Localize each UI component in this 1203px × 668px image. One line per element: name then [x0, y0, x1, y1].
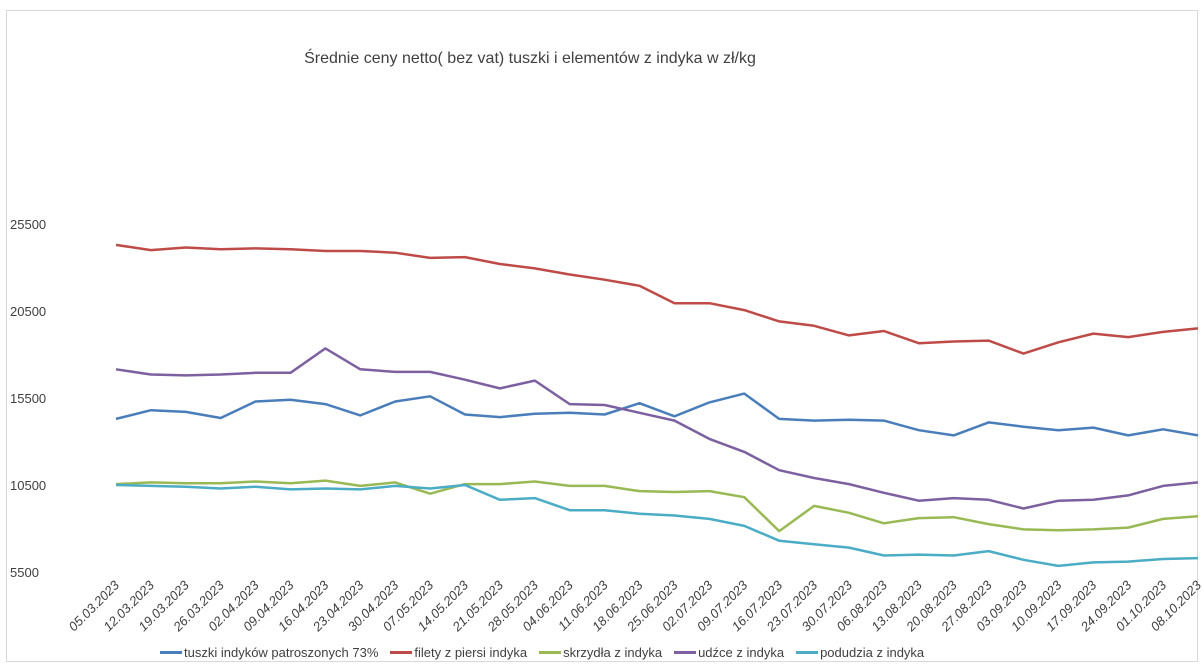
y-tick-label: 5500: [10, 565, 39, 580]
series-line-4: [115, 483, 1199, 568]
series-line-0: [115, 392, 1199, 437]
series-line-3: [115, 347, 1199, 510]
y-tick-label: 25500: [10, 217, 46, 232]
legend-item: skrzydła z indyka: [539, 645, 662, 660]
chart-legend: tuszki indyków patroszonych 73% filety z …: [160, 645, 936, 660]
legend-item: tuszki indyków patroszonych 73%: [160, 645, 378, 660]
y-tick-label: 10500: [10, 478, 46, 493]
legend-item: udźce z indyka: [674, 645, 784, 660]
series-line-2: [115, 479, 1199, 533]
series-line-1: [115, 243, 1199, 355]
chart-frame: [6, 10, 1198, 662]
y-tick-label: 20500: [10, 304, 46, 319]
legend-label: tuszki indyków patroszonych 73%: [184, 645, 379, 660]
legend-swatch: [796, 651, 819, 654]
legend-label: podudzia z indyka: [820, 645, 925, 660]
legend-swatch: [160, 651, 182, 654]
legend-swatch: [674, 651, 697, 654]
legend-item: filety z piersi indyka: [390, 645, 527, 660]
legend-swatch: [390, 651, 413, 654]
legend-label: udźce z indyka: [698, 645, 785, 660]
legend-item: podudzia z indyka: [796, 645, 924, 660]
legend-label: filety z piersi indyka: [414, 645, 528, 660]
chart-title: Średnie ceny netto( bez vat) tuszki i el…: [304, 50, 756, 67]
legend-label: skrzydła z indyka: [563, 645, 663, 660]
y-tick-label: 15500: [10, 391, 46, 406]
legend-swatch: [539, 651, 562, 654]
